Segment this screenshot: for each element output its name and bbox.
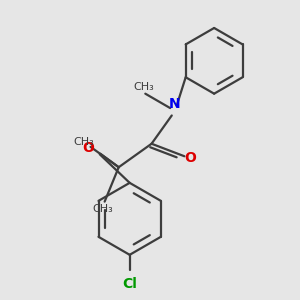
Text: CH₃: CH₃ bbox=[93, 203, 113, 214]
Text: O: O bbox=[184, 151, 196, 165]
Text: CH₃: CH₃ bbox=[73, 137, 94, 147]
Text: Cl: Cl bbox=[122, 277, 137, 291]
Text: CH₃: CH₃ bbox=[134, 82, 154, 92]
Text: N: N bbox=[169, 97, 181, 111]
Text: O: O bbox=[82, 141, 94, 155]
